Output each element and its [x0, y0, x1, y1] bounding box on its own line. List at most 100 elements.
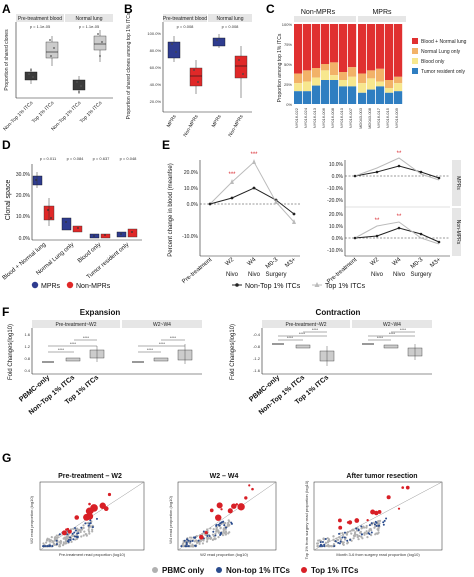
- stacked-bar-segment: [303, 91, 312, 104]
- significance: **: [397, 151, 402, 157]
- point-pbmc: [207, 537, 210, 540]
- y-tick: 1.2: [24, 344, 30, 349]
- group-label: MPRs: [372, 9, 392, 16]
- point-non-top: [324, 537, 327, 540]
- point-non-top: [218, 524, 221, 527]
- point-non-top: [187, 545, 190, 548]
- panel-c: Non-MPRs MPRs Proportion among top 1% IT…: [277, 9, 467, 129]
- point-pbmc: [89, 525, 92, 528]
- point-pbmc: [369, 527, 372, 531]
- p-value: p = 0.008: [222, 24, 240, 29]
- x-axis-label: Month 3-6 from surgery read proportion (…: [336, 552, 420, 557]
- point-non-top: [55, 539, 58, 542]
- point-pbmc: [58, 543, 61, 546]
- y-tick: -1.2: [253, 356, 261, 361]
- point-non-top: [185, 541, 188, 544]
- point-pbmc: [50, 536, 53, 539]
- x-tick: M3+: [429, 257, 442, 270]
- point-top: [386, 495, 391, 500]
- point-non-top: [69, 536, 72, 539]
- stacked-bar-segment: [367, 89, 376, 104]
- y-tick: 75%: [284, 42, 292, 47]
- y-tick: 0.4: [24, 368, 30, 373]
- box-non-mpr: [234, 55, 248, 79]
- significance: ****: [287, 335, 294, 340]
- significance: ****: [312, 327, 319, 332]
- point-pbmc: [215, 526, 218, 530]
- y-tick: 60.0%: [150, 65, 162, 70]
- box-mpr: [167, 41, 181, 59]
- point-pbmc: [217, 529, 220, 532]
- point-pbmc: [356, 535, 359, 539]
- subplot-title: W2 – W4: [210, 473, 239, 480]
- stacked-bar-segment: [367, 70, 376, 79]
- point-pbmc: [327, 545, 330, 548]
- point-top: [86, 513, 94, 520]
- y-tick: 20.0%: [329, 212, 344, 218]
- point-pbmc: [55, 534, 58, 537]
- point-top: [346, 521, 350, 524]
- y-tick: 20.0%: [16, 193, 31, 199]
- point-pbmc: [223, 522, 226, 525]
- point-pbmc: [360, 527, 363, 530]
- point-non-top: [338, 532, 341, 535]
- y-tick: -10.0%: [327, 186, 343, 192]
- y-tick: 0.0%: [19, 236, 31, 242]
- point-pbmc: [318, 539, 321, 542]
- stacked-bar-segment: [358, 73, 367, 84]
- facet-strip: [452, 208, 461, 256]
- point-non-top: [74, 526, 77, 529]
- event-label: Nivo: [393, 272, 406, 278]
- legend-label: MPRs: [41, 283, 61, 290]
- legend-label: PBMC only: [162, 566, 205, 575]
- y-tick: 40.0%: [150, 82, 162, 87]
- point-pbmc: [378, 522, 381, 525]
- point-non-top: [89, 522, 92, 525]
- legend-label: Non-MPRs: [76, 283, 111, 290]
- point-pbmc: [353, 535, 356, 538]
- point-pbmc: [48, 540, 51, 543]
- point-pbmc: [55, 536, 59, 540]
- facet-label: MPRs: [455, 176, 461, 190]
- legend-label: Top 1% ITCs: [311, 566, 359, 575]
- point-non-top: [206, 535, 209, 538]
- y-tick: 100%: [282, 22, 293, 27]
- stacked-bar-segment: [394, 91, 403, 104]
- stacked-bar-segment: [330, 75, 339, 80]
- y-tick: -0.8: [253, 344, 261, 349]
- point-pbmc: [74, 538, 77, 541]
- point-top: [237, 503, 245, 511]
- legend-label: Normal Lung only: [421, 49, 461, 55]
- facet-label: Non-MPRs: [455, 220, 461, 245]
- point-pbmc: [88, 532, 91, 535]
- point-top: [231, 503, 237, 509]
- stacked-bar-segment: [385, 92, 394, 104]
- point-pbmc: [228, 523, 231, 526]
- point-non-top: [319, 541, 322, 544]
- y-axis-label: Proportion among top 1% ITCs: [277, 33, 283, 102]
- point-top: [216, 502, 223, 509]
- x-tick: M3+: [284, 257, 297, 270]
- legend-label: Non-Top 1% ITCs: [245, 283, 301, 290]
- point-pbmc: [365, 532, 368, 535]
- x-tick: Top 1% ITCs: [31, 100, 56, 125]
- point-non-top: [185, 543, 188, 546]
- point-non-top: [357, 529, 360, 532]
- point-pbmc: [328, 539, 331, 542]
- point-non-top: [189, 540, 192, 543]
- point-pbmc: [341, 542, 345, 546]
- point-non-top: [66, 533, 69, 536]
- point-pbmc: [374, 533, 377, 536]
- stacked-bar-segment: [339, 72, 348, 80]
- point-pbmc: [82, 534, 85, 537]
- point-pbmc: [332, 538, 335, 541]
- point-non-top: [339, 540, 342, 543]
- point-pbmc: [214, 532, 217, 535]
- facet-label: Normal lung: [217, 16, 244, 22]
- stacked-bar-segment: [348, 67, 357, 77]
- point-pbmc: [363, 533, 366, 536]
- point-non-top: [373, 523, 376, 526]
- point-non-top: [208, 534, 211, 537]
- point-pbmc: [335, 537, 338, 540]
- point-pbmc: [217, 531, 221, 534]
